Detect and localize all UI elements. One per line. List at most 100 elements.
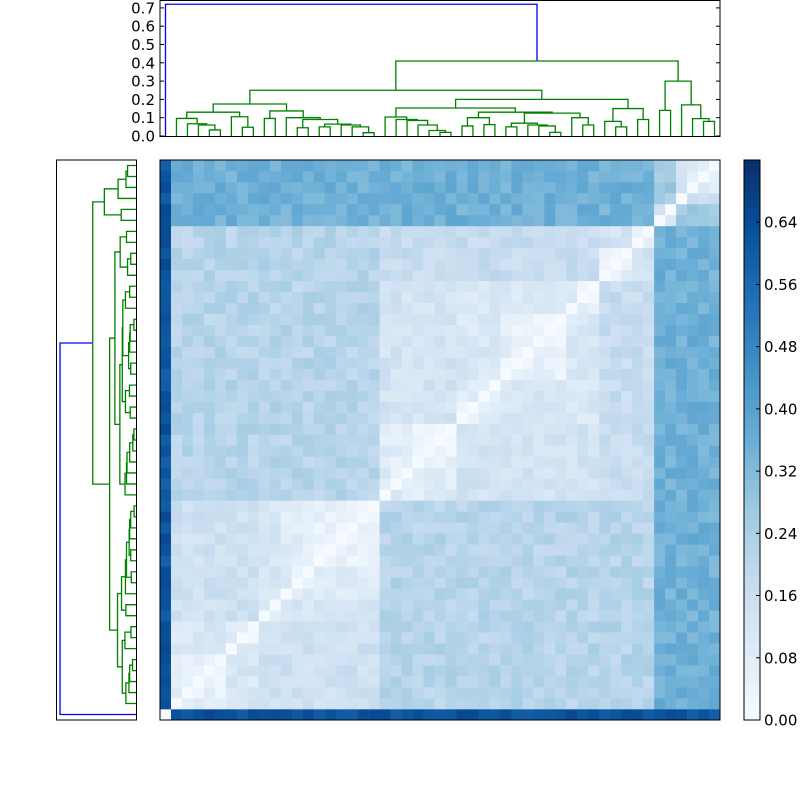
- heatmap-cell: [610, 423, 622, 435]
- heatmap-cell: [390, 533, 402, 545]
- heatmap-cell: [577, 357, 589, 369]
- heatmap-cell: [412, 423, 424, 435]
- heatmap-cell: [522, 665, 534, 677]
- dendrogram-link: [395, 60, 679, 91]
- heatmap-cell: [247, 160, 260, 172]
- heatmap-cell: [698, 291, 710, 304]
- heatmap-cell: [687, 170, 699, 183]
- heatmap-cell: [412, 643, 424, 655]
- heatmap-cell: [379, 390, 391, 402]
- heatmap-cell: [632, 555, 644, 567]
- heatmap-cell: [368, 390, 380, 402]
- heatmap-cell: [588, 434, 600, 446]
- heatmap-cell: [258, 445, 271, 457]
- heatmap-cell: [357, 324, 369, 336]
- heatmap-cell: [390, 269, 402, 282]
- heatmap-cell: [434, 445, 446, 457]
- heatmap-cell: [302, 698, 315, 710]
- heatmap-cell: [214, 665, 227, 677]
- heatmap-cell: [368, 709, 380, 721]
- heatmap-cell: [500, 632, 512, 644]
- heatmap-cell: [280, 522, 293, 534]
- heatmap-cell: [401, 489, 413, 501]
- heatmap-cell: [203, 566, 216, 578]
- heatmap-cell: [379, 522, 391, 534]
- heatmap-cell: [687, 676, 699, 688]
- heatmap-cell: [313, 665, 326, 677]
- heatmap-cell: [489, 203, 501, 216]
- heatmap-cell: [632, 610, 644, 622]
- heatmap-cell: [258, 456, 271, 468]
- heatmap-cell: [654, 643, 666, 655]
- heatmap-cell: [467, 258, 479, 271]
- heatmap-cell: [632, 500, 644, 512]
- heatmap-cell: [203, 423, 216, 435]
- heatmap-cell: [335, 302, 347, 315]
- heatmap-cell: [500, 665, 512, 677]
- heatmap-cell: [357, 445, 369, 457]
- heatmap-cell: [346, 588, 358, 600]
- heatmap-cell: [346, 489, 358, 501]
- heatmap-cell: [555, 643, 567, 655]
- heatmap-cell: [566, 698, 578, 710]
- heatmap-cell: [280, 643, 293, 655]
- heatmap-cell: [291, 434, 304, 446]
- heatmap-cell: [302, 357, 315, 369]
- heatmap-cell: [203, 434, 216, 446]
- heatmap-cell: [247, 632, 260, 644]
- heatmap-cell: [687, 280, 699, 293]
- heatmap-cell: [170, 324, 183, 336]
- heatmap-cell: [269, 192, 282, 205]
- heatmap-cell: [423, 412, 435, 424]
- heatmap-cell: [368, 225, 380, 238]
- heatmap-cell: [160, 610, 172, 622]
- heatmap-cell: [423, 214, 435, 227]
- heatmap-cell: [434, 291, 446, 304]
- heatmap-cell: [522, 478, 534, 490]
- heatmap-cell: [160, 456, 172, 468]
- heatmap-cell: [676, 500, 688, 512]
- heatmap-cell: [170, 522, 183, 534]
- heatmap-cell: [214, 247, 227, 260]
- heatmap-cell: [621, 434, 633, 446]
- heatmap-cell: [423, 379, 435, 391]
- heatmap-cell: [621, 588, 633, 600]
- heatmap-cell: [610, 544, 622, 556]
- heatmap-cell: [544, 467, 556, 479]
- heatmap-cell: [302, 401, 315, 413]
- heatmap-cell: [555, 160, 567, 172]
- heatmap-cell: [269, 577, 282, 589]
- heatmap-cell: [698, 214, 710, 227]
- heatmap-cell: [511, 544, 523, 556]
- heatmap-cell: [280, 423, 293, 435]
- heatmap-cell: [324, 632, 336, 644]
- heatmap-cell: [258, 511, 271, 523]
- heatmap-cell: [610, 181, 622, 194]
- heatmap-cell: [247, 346, 260, 358]
- heatmap-cell: [709, 533, 721, 545]
- dendrogram-link: [133, 428, 136, 441]
- heatmap-cell: [566, 280, 578, 293]
- heatmap-cell: [599, 533, 611, 545]
- heatmap-cell: [566, 313, 578, 326]
- heatmap-cell: [654, 379, 666, 391]
- heatmap-cell: [412, 500, 424, 512]
- heatmap-cell: [346, 247, 358, 260]
- heatmap-cell: [401, 566, 413, 578]
- heatmap-cell: [588, 390, 600, 402]
- heatmap-cell: [170, 566, 183, 578]
- heatmap-cell: [566, 654, 578, 666]
- heatmap-cell: [160, 665, 172, 677]
- heatmap-cell: [698, 368, 710, 380]
- heatmap-cell: [632, 357, 644, 369]
- heatmap-cell: [577, 160, 589, 172]
- heatmap-cell: [368, 236, 380, 249]
- heatmap-cell: [489, 643, 501, 655]
- heatmap-cell: [214, 291, 227, 304]
- heatmap-cell: [160, 632, 172, 644]
- heatmap-cell: [203, 346, 216, 358]
- colorbar-segment: [744, 340, 760, 345]
- heatmap-cell: [412, 555, 424, 567]
- heatmap-cell: [445, 643, 457, 655]
- heatmap-cell: [160, 379, 172, 391]
